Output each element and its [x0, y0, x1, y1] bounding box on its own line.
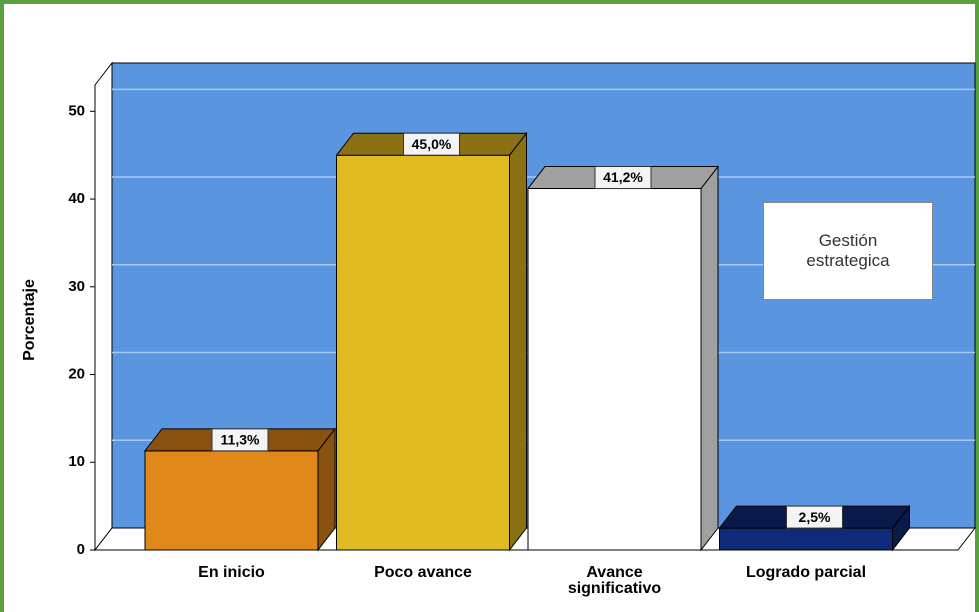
bar: [527, 188, 702, 551]
value-label-box: [211, 428, 269, 452]
legend-box: Gestión estrategica: [763, 202, 933, 300]
value-label-box: [594, 166, 652, 190]
value-label-box: [786, 505, 843, 529]
value-label: 45,0%: [412, 136, 452, 152]
value-label: 11,3%: [221, 432, 260, 448]
bar-side: [509, 131, 527, 552]
y-tick-label: 30: [68, 278, 85, 295]
bar-side: [700, 165, 719, 552]
bar: [719, 527, 893, 551]
y-tick-label: 50: [68, 102, 85, 119]
bar: [144, 450, 319, 551]
y-axis-label: Porcentaje: [21, 279, 38, 361]
left-wall: [94, 61, 113, 552]
y-tick-label: 20: [68, 365, 85, 382]
x-tick-label: Logrado parcial: [745, 564, 867, 581]
x-tick-label: Poco avance: [374, 564, 472, 581]
y-tick-label: 10: [68, 453, 85, 470]
x-tick-label: En inicio: [198, 564, 265, 581]
value-label: 41,2%: [603, 169, 643, 185]
value-label-box: [403, 132, 460, 156]
x-tick-label: Avance significativo: [567, 564, 662, 597]
y-tick-label: 0: [77, 541, 85, 558]
y-tick-label: 40: [68, 190, 85, 207]
value-label: 2,5%: [799, 509, 831, 525]
bar: [336, 154, 510, 551]
